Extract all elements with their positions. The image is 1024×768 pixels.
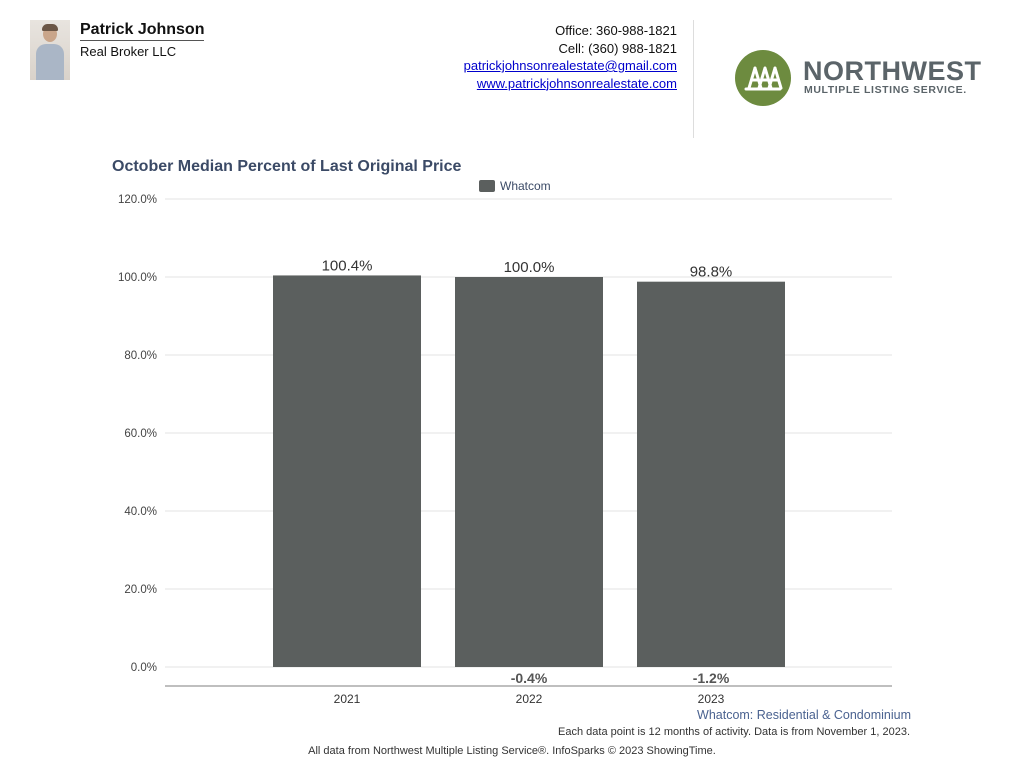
- logo-wordmark: NORTHWEST: [803, 56, 982, 86]
- x-tick-label: 2022: [516, 692, 543, 706]
- agent-name-rule: [80, 40, 204, 41]
- x-tick-label: 2021: [334, 692, 361, 706]
- y-tick-label: 80.0%: [124, 350, 157, 362]
- y-tick-label: 100.0%: [118, 272, 157, 284]
- header-divider: [693, 20, 694, 138]
- logo-circle: [735, 50, 791, 106]
- photo-torso: [36, 44, 64, 80]
- bar: [637, 281, 785, 667]
- office-phone: Office: 360-988-1821: [555, 23, 677, 38]
- footer-source: All data from Northwest Multiple Listing…: [308, 745, 716, 757]
- contact-block: Office: 360-988-1821 Cell: (360) 988-182…: [464, 22, 677, 92]
- y-tick-label: 120.0%: [118, 194, 157, 206]
- website-link[interactable]: www.patrickjohnsonrealestate.com: [476, 75, 677, 91]
- change-label: -0.4%: [511, 670, 548, 686]
- y-tick-label: 40.0%: [124, 506, 157, 518]
- bar: [455, 277, 603, 667]
- footer-note: Each data point is 12 months of activity…: [558, 726, 910, 738]
- y-tick-label: 20.0%: [124, 584, 157, 596]
- cell-phone: Cell: (360) 988-1821: [558, 40, 677, 56]
- agent-name: Patrick Johnson: [80, 21, 205, 38]
- agent-photo: [30, 20, 70, 80]
- legend-label: Whatcom: [500, 179, 551, 193]
- bar: [273, 275, 421, 667]
- bar-value-label: 100.4%: [322, 257, 373, 274]
- photo-hair: [42, 24, 58, 31]
- agent-company: Real Broker LLC: [80, 44, 177, 59]
- bar-value-label: 100.0%: [504, 259, 555, 276]
- y-tick-label: 0.0%: [131, 662, 157, 674]
- tree-icon: [744, 66, 783, 91]
- nwmls-logo: NORTHWEST MULTIPLE LISTING SERVICE.: [735, 50, 981, 110]
- y-tick-label: 60.0%: [124, 428, 157, 440]
- legend-swatch: [479, 180, 495, 192]
- chart-title: October Median Percent of Last Original …: [112, 158, 462, 175]
- logo-subtitle: MULTIPLE LISTING SERVICE.: [804, 84, 967, 96]
- header: Patrick Johnson Real Broker LLC Office: …: [0, 0, 1024, 140]
- email-link[interactable]: patrickjohnsonrealestate@gmail.com: [463, 58, 677, 73]
- change-label: -1.2%: [693, 670, 730, 686]
- x-tick-label: 2023: [698, 692, 725, 706]
- region-label: Whatcom: Residential & Condominium: [697, 708, 911, 722]
- bar-value-label: 98.8%: [690, 264, 733, 281]
